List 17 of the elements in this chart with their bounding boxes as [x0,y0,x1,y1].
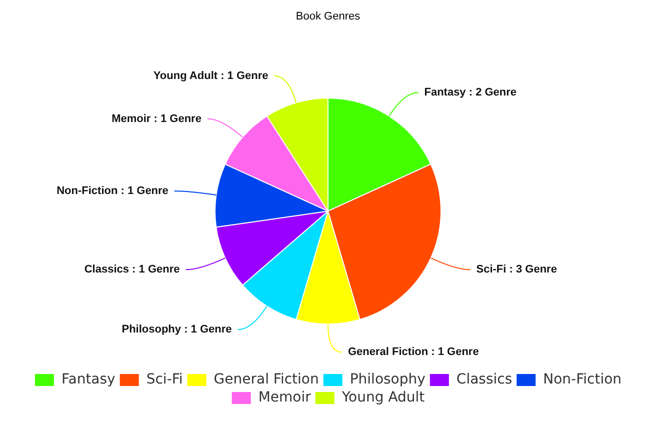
legend-label: Fantasy [61,372,116,388]
legend-label: Memoir [258,390,312,406]
legend-label: Classics [456,372,512,388]
data-label: Young Adult : 1 Genre [153,70,268,82]
legend-label: Non-Fiction [543,372,622,388]
data-label: Classics : 1 Genre [84,264,180,276]
data-label: Philosophy : 1 Genre [122,324,232,336]
data-label: Memoir : 1 Genre [112,112,202,125]
legend-label: Sci-Fi [146,372,183,388]
chart-title: Book Genres [296,10,361,23]
legend-label: General Fiction [214,372,319,388]
data-label: Fantasy : 2 Genre [424,86,517,99]
data-label: Sci-Fi : 3 Genre [476,264,557,276]
data-label: General Fiction : 1 Genre [348,346,479,358]
data-label: Non-Fiction : 1 Genre [56,185,168,198]
legend-label: Philosophy [350,372,426,388]
legend-label: Young Adult [340,390,426,406]
